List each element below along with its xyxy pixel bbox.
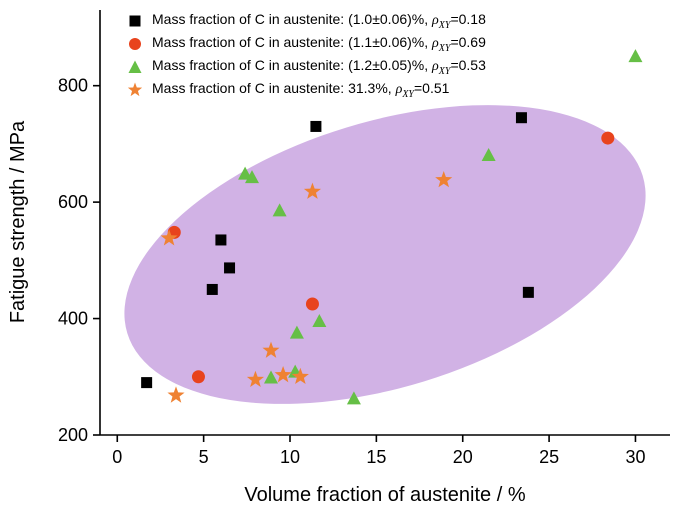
legend-item: Mass fraction of C in austenite: 31.3%, … xyxy=(127,78,486,101)
legend-label-prefix: Mass fraction of C in austenite: (1.0±0.… xyxy=(152,10,433,27)
x-tick-label: 25 xyxy=(539,447,559,467)
data-point-triangle xyxy=(628,49,643,63)
star-marker-icon xyxy=(127,82,143,96)
data-point-star xyxy=(160,229,178,246)
rho-subscript: XY xyxy=(402,88,414,100)
triangle-marker-icon xyxy=(128,60,142,73)
data-point-square xyxy=(224,262,236,274)
legend-item: Mass fraction of C in austenite: (1.1±0.… xyxy=(127,32,486,55)
x-tick-label: 10 xyxy=(280,447,300,467)
circle-marker-icon xyxy=(129,37,141,50)
data-point-square xyxy=(522,286,534,298)
rho-subscript: XY xyxy=(438,42,451,54)
data-point-circle xyxy=(601,131,615,145)
data-point-star xyxy=(167,386,185,403)
data-point-star xyxy=(262,341,280,358)
data-point-triangle xyxy=(245,170,259,184)
data-point-circle xyxy=(305,297,319,311)
data-point-triangle xyxy=(312,313,327,327)
legend-item: Mass fraction of C in austenite: (1.2±0.… xyxy=(127,55,486,78)
data-point-star xyxy=(303,182,322,199)
legend-label-rho-value: =0.69 xyxy=(450,33,486,50)
data-point-triangle xyxy=(272,203,287,217)
rho-subscript: XY xyxy=(438,65,451,77)
legend-label: Mass fraction of C in austenite: (1.2±0.… xyxy=(152,57,486,77)
y-tick-label: 200 xyxy=(58,425,88,445)
data-point-square xyxy=(515,112,527,124)
marker-shape xyxy=(129,37,141,50)
rho-subscript: XY xyxy=(438,19,451,31)
x-axis-title: Volume fraction of austenite / % xyxy=(244,484,525,506)
marker-shape xyxy=(128,60,142,73)
legend-label-prefix: Mass fraction of C in austenite: (1.2±0.… xyxy=(152,56,433,73)
data-point-star xyxy=(246,370,265,387)
rho-symbol: ρ xyxy=(432,12,439,28)
legend-label-prefix: Mass fraction of C in austenite: 31.3%, xyxy=(152,79,396,96)
legend-label-rho-value: =0.51 xyxy=(413,79,450,96)
data-point-circle xyxy=(191,370,205,384)
y-tick-label: 400 xyxy=(58,309,88,329)
legend: Mass fraction of C in austenite: (1.0±0.… xyxy=(127,9,486,101)
data-point-square xyxy=(206,283,218,295)
y-axis-title: Fatigue strength / MPa xyxy=(7,120,29,323)
legend-label: Mass fraction of C in austenite: (1.0±0.… xyxy=(152,11,486,31)
data-point-star xyxy=(291,367,309,385)
square-marker-icon xyxy=(129,15,141,26)
data-point-square xyxy=(141,377,153,389)
y-tick-label: 800 xyxy=(58,76,88,96)
data-point-triangle xyxy=(346,391,361,405)
data-point-square xyxy=(215,234,227,246)
marker-shape xyxy=(127,82,143,96)
legend-label: Mass fraction of C in austenite: 31.3%, … xyxy=(152,80,449,100)
marker-shape xyxy=(129,15,141,26)
legend-label-rho-value: =0.53 xyxy=(450,56,486,73)
data-point-triangle xyxy=(264,370,278,384)
rho-symbol: ρ xyxy=(432,58,439,74)
legend-label-rho-value: =0.18 xyxy=(450,10,486,27)
x-tick-label: 30 xyxy=(625,447,645,467)
rho-symbol: ρ xyxy=(432,35,439,51)
legend-item: Mass fraction of C in austenite: (1.0±0.… xyxy=(127,9,486,32)
data-point-star xyxy=(274,366,292,383)
x-tick-label: 15 xyxy=(366,447,386,467)
data-point-triangle xyxy=(481,148,496,162)
data-point-triangle xyxy=(289,325,304,339)
data-point-star xyxy=(435,171,453,188)
rho-symbol: ρ xyxy=(395,81,403,97)
data-point-square xyxy=(310,120,322,132)
x-tick-label: 5 xyxy=(199,447,209,467)
data-point-triangle xyxy=(238,166,253,180)
x-tick-label: 20 xyxy=(453,447,473,467)
x-tick-label: 0 xyxy=(112,447,122,467)
legend-label-prefix: Mass fraction of C in austenite: (1.1±0.… xyxy=(152,33,433,50)
y-tick-label: 600 xyxy=(58,192,88,212)
legend-label: Mass fraction of C in austenite: (1.1±0.… xyxy=(152,34,486,54)
